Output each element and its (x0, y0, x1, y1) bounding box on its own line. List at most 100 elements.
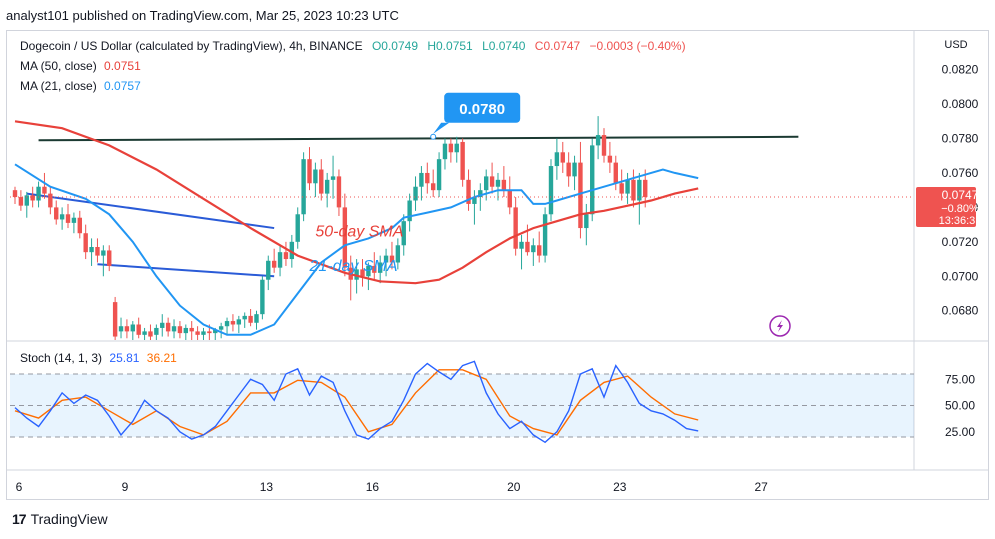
candle (377, 262, 383, 273)
ma21-legend[interactable]: MA (21, close) 0.0757 (20, 79, 141, 93)
candle (260, 279, 265, 315)
ohlc-change: −0.0003 (−0.40%) (589, 39, 686, 53)
callout-pointer (433, 122, 450, 134)
candle (560, 152, 565, 163)
candle (183, 327, 189, 334)
price-tick-label: 0.0760 (942, 166, 979, 180)
candle (230, 321, 236, 325)
time-tick-label: 9 (122, 480, 129, 494)
candle (148, 331, 153, 337)
candle (118, 326, 124, 332)
candle (65, 214, 71, 223)
candle (165, 322, 171, 332)
candle (448, 143, 454, 153)
candle (48, 193, 53, 208)
symbol-title[interactable]: Dogecoin / US Dollar (calculated by Trad… (20, 39, 363, 53)
candle (442, 143, 448, 160)
candle (271, 260, 277, 268)
candle (460, 141, 465, 180)
ma21-value: 0.0757 (104, 79, 141, 93)
candle (101, 250, 106, 256)
candle (430, 183, 436, 191)
candle (160, 322, 165, 328)
candle (330, 176, 336, 180)
candle (501, 179, 507, 191)
ohlc-low: L0.0740 (482, 39, 526, 53)
candle (395, 245, 401, 263)
candle (201, 331, 206, 335)
ohlc-open: O0.0749 (371, 39, 418, 53)
price-tick-label: 0.0720 (942, 235, 979, 249)
callout-box (444, 92, 521, 123)
price-tick-label: 0.0820 (942, 63, 979, 77)
stoch-label: Stoch (14, 1, 3) (20, 351, 103, 365)
candle (419, 172, 424, 187)
candle (631, 179, 636, 201)
price-badge (916, 187, 976, 228)
candle (83, 233, 88, 253)
time-tick-label: 13 (260, 480, 274, 494)
stoch-k-value: 25.81 (109, 351, 140, 365)
candle (307, 159, 312, 184)
resistance-line (38, 135, 799, 142)
price-pane (10, 116, 914, 340)
chart-frame (6, 30, 989, 500)
candle (590, 145, 595, 215)
callout-anchor (430, 133, 437, 140)
candle (407, 200, 412, 222)
price-badge-countdown: 13:36:31 (939, 215, 982, 227)
price-badge-change: −0.80% (941, 203, 979, 215)
trendline (26, 192, 275, 230)
candle (383, 255, 389, 263)
candle (18, 197, 24, 206)
time-tick-label: 16 (366, 480, 380, 494)
time-tick-label: 23 (613, 480, 627, 494)
candle (584, 214, 589, 229)
candle (425, 172, 430, 184)
candle (436, 159, 442, 191)
ma50-legend[interactable]: MA (50, close) 0.0751 (20, 59, 141, 73)
candle (136, 324, 141, 335)
candle (266, 260, 271, 280)
stoch-legend[interactable]: Stoch (14, 1, 3) 25.81 36.21 (20, 351, 177, 365)
ohlc-values: O0.0749 H0.0751 L0.0740 C0.0747 −0.0003 … (366, 39, 686, 53)
ohlc-close: C0.0747 (534, 39, 581, 53)
sma21-annotation: 21-day SMA (309, 258, 398, 275)
candle (30, 195, 35, 201)
candle (607, 155, 613, 163)
trendline (97, 263, 275, 278)
candle (171, 326, 177, 332)
candle (248, 315, 253, 323)
price-tick-label: 0.0680 (942, 304, 979, 318)
candle (389, 255, 395, 263)
candle (254, 314, 259, 323)
candle (366, 265, 371, 277)
candle (360, 269, 365, 277)
candle (413, 186, 418, 201)
footer-brand[interactable]: 17 TradingView (12, 511, 108, 527)
candle (24, 195, 29, 206)
candle (213, 329, 218, 334)
ma50-label: MA (50, close) (20, 59, 97, 73)
candle (107, 250, 112, 266)
candle (531, 245, 536, 253)
candle (595, 135, 601, 146)
candle (313, 169, 318, 184)
candle (454, 143, 459, 153)
sma50-annotation: 50-day SMA (315, 224, 403, 241)
candle (495, 179, 501, 187)
stoch-tick-label: 50.00 (945, 399, 975, 413)
ma50-value: 0.0751 (104, 59, 141, 73)
candle (478, 190, 483, 198)
candle (124, 326, 130, 332)
candle (289, 241, 295, 260)
candle (601, 135, 607, 156)
candle (142, 331, 147, 335)
candle (342, 207, 348, 268)
candle (554, 152, 560, 167)
candle (283, 252, 289, 260)
candle (513, 207, 518, 249)
candle (625, 179, 630, 194)
lightning-bolt (777, 320, 783, 332)
